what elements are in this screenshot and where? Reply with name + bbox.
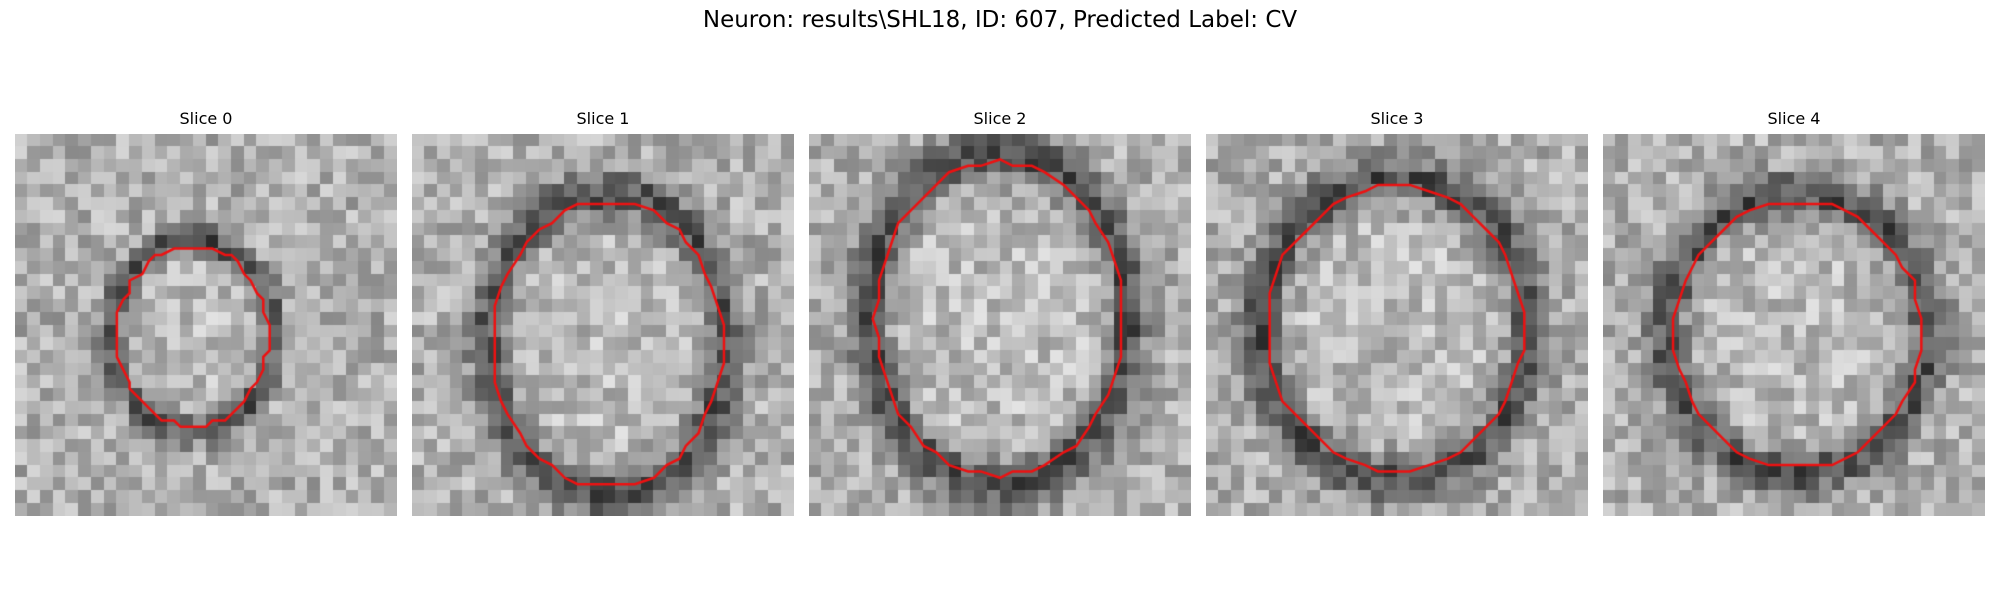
slice-title-2: Slice 2 — [973, 109, 1027, 128]
slice-title-1: Slice 1 — [576, 109, 630, 128]
figure-title: Neuron: results\SHL18, ID: 607, Predicte… — [702, 7, 1298, 33]
slice-panel-0: Slice 0 — [15, 108, 397, 516]
slice-image-0 — [15, 134, 397, 516]
slice-image-4 — [1603, 134, 1985, 516]
slice-panel-2: Slice 2 — [809, 108, 1191, 516]
slice-title-3: Slice 3 — [1370, 109, 1424, 128]
slice-title-0: Slice 0 — [179, 109, 233, 128]
slice-title-4: Slice 4 — [1767, 109, 1821, 128]
slice-image-2 — [809, 134, 1191, 516]
slice-image-3 — [1206, 134, 1588, 516]
slice-image-1 — [412, 134, 794, 516]
slice-panel-1: Slice 1 — [412, 108, 794, 516]
slice-panel-3: Slice 3 — [1206, 108, 1588, 516]
slice-panel-4: Slice 4 — [1603, 108, 1985, 516]
